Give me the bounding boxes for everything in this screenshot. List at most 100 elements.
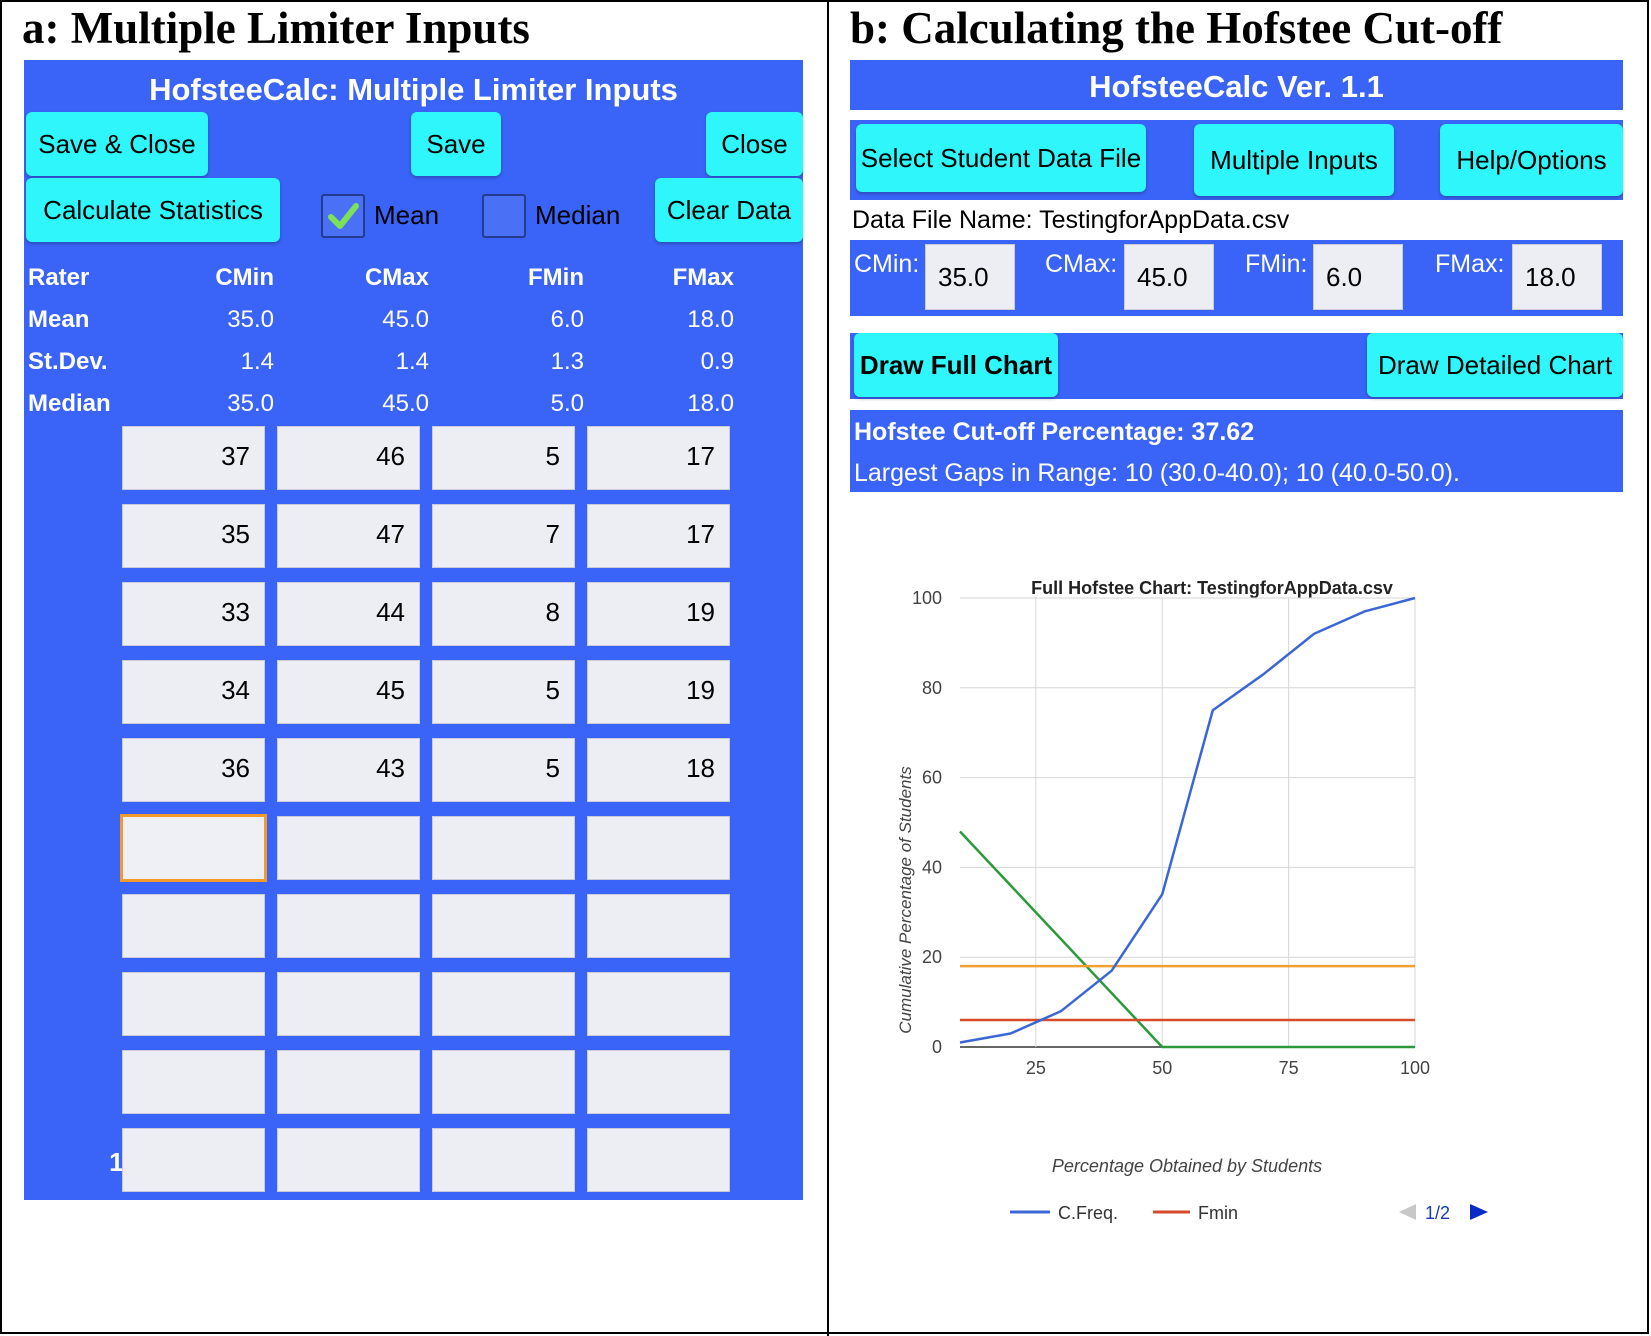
header-fmin: FMin <box>528 264 584 291</box>
fmax-input[interactable]: 19 <box>587 660 730 724</box>
stat-value: 35.0 <box>227 390 274 417</box>
y-axis-label: Cumulative Percentage of Students <box>896 766 915 1034</box>
fmin-input[interactable]: 8 <box>432 582 575 646</box>
fmin-field[interactable]: 6.0 <box>1313 244 1403 310</box>
cmax-input[interactable] <box>277 1128 420 1192</box>
chart-ticks: 0 20 40 60 80 100 25 50 75 100 <box>912 588 1430 1078</box>
draw-full-chart-button[interactable]: Draw Full Chart <box>854 333 1058 397</box>
cmax-input[interactable] <box>277 894 420 958</box>
header-rater: Rater <box>28 264 90 291</box>
draw-detailed-chart-button[interactable]: Draw Detailed Chart <box>1367 333 1623 397</box>
multiple-inputs-button[interactable]: Multiple Inputs <box>1194 124 1394 196</box>
legend-next-icon[interactable] <box>1470 1204 1488 1220</box>
fmin-input[interactable] <box>432 972 575 1036</box>
fmin-input[interactable]: 5 <box>432 426 575 490</box>
cmax-input[interactable] <box>277 1050 420 1114</box>
cmin-input[interactable]: 35 <box>122 504 265 568</box>
cmin-input[interactable] <box>122 972 265 1036</box>
fmax-input[interactable] <box>587 816 730 880</box>
series-line-1 <box>959 596 1416 1044</box>
stat-value: 45.0 <box>382 306 429 333</box>
stat-label: Mean <box>28 306 90 333</box>
cmax-input[interactable] <box>277 972 420 1036</box>
x-tick-label: 75 <box>1279 1058 1299 1078</box>
fmax-input[interactable] <box>587 894 730 958</box>
chart-lines <box>959 596 1416 1049</box>
cmin-input[interactable]: 33 <box>122 582 265 646</box>
calculate-statistics-button[interactable]: Calculate Statistics <box>26 178 280 242</box>
cmin-input[interactable] <box>122 894 265 958</box>
chart-grid <box>960 597 1416 1048</box>
hofstee-chart: Full Hofstee Chart: TestingforAppData.cs… <box>896 578 1488 1223</box>
fmax-field[interactable]: 18.0 <box>1512 244 1602 310</box>
cmin-input[interactable]: 36 <box>122 738 265 802</box>
fmin-input[interactable] <box>432 1050 575 1114</box>
y-tick-label: 40 <box>922 857 942 877</box>
cmin-input[interactable] <box>122 1050 265 1114</box>
fmax-input[interactable]: 18 <box>587 738 730 802</box>
cmin-field[interactable]: 35.0 <box>925 244 1015 310</box>
cmin-label: CMin: <box>854 250 920 278</box>
median-checkbox[interactable] <box>482 194 526 238</box>
select-student-data-file-button[interactable]: Select Student Data File <box>856 124 1146 192</box>
fmax-input[interactable] <box>587 1050 730 1114</box>
fmin-input[interactable]: 5 <box>432 738 575 802</box>
button-bar: Select Student Data File Multiple Inputs… <box>850 120 1623 200</box>
stat-value: 0.9 <box>700 348 734 375</box>
y-tick-label: 20 <box>922 947 942 967</box>
legend-cfreq-label: C.Freq. <box>1058 1203 1118 1223</box>
mean-checkbox[interactable] <box>321 194 365 238</box>
limits-bar: CMin: 35.0 CMax: 45.0 FMin: 6.0 FMax: 18… <box>850 240 1623 316</box>
cmin-input[interactable] <box>122 1128 265 1192</box>
save-close-button[interactable]: Save & Close <box>26 112 208 176</box>
cmax-field[interactable]: 45.0 <box>1124 244 1214 310</box>
cmax-input[interactable]: 46 <box>277 426 420 490</box>
cmax-label: CMax: <box>1045 250 1118 278</box>
app-title: HofsteeCalc Ver. 1.1 <box>1089 69 1384 104</box>
legend-fmin-label: Fmin <box>1198 1203 1238 1223</box>
fmin-input[interactable] <box>432 816 575 880</box>
stat-value: 45.0 <box>382 390 429 417</box>
y-tick-label: 0 <box>932 1037 942 1057</box>
largest-gaps-result: Largest Gaps in Range: 10 (30.0-40.0); 1… <box>854 459 1460 487</box>
clear-data-button[interactable]: Clear Data <box>655 178 803 242</box>
save-button[interactable]: Save <box>411 112 501 176</box>
fmin-input[interactable]: 5 <box>432 660 575 724</box>
fmin-input[interactable] <box>432 1128 575 1192</box>
header-fmax: FMax <box>672 264 734 291</box>
fmax-input[interactable]: 17 <box>587 426 730 490</box>
help-options-button[interactable]: Help/Options <box>1440 124 1623 196</box>
fmax-input[interactable] <box>587 1128 730 1192</box>
panel-a-app: HofsteeCalc: Multiple Limiter Inputs Sav… <box>24 60 803 1200</box>
stat-value: 1.4 <box>395 348 429 375</box>
chart-title: Full Hofstee Chart: TestingforAppData.cs… <box>1031 578 1393 598</box>
fmax-input[interactable]: 19 <box>587 582 730 646</box>
fmin-input[interactable]: 7 <box>432 504 575 568</box>
legend-page-indicator: 1/2 <box>1425 1203 1450 1223</box>
fmin-input[interactable] <box>432 894 575 958</box>
cmin-input[interactable]: 37 <box>122 426 265 490</box>
y-tick-label: 80 <box>922 678 942 698</box>
median-label: Median <box>535 200 621 230</box>
stat-value: 1.3 <box>550 348 584 375</box>
fmax-input[interactable] <box>587 972 730 1036</box>
panel-b-heading: b: Calculating the Hofstee Cut-off <box>850 3 1503 53</box>
series-line-4 <box>959 830 1415 1049</box>
checkmark-icon <box>328 203 359 229</box>
close-button[interactable]: Close <box>706 112 803 176</box>
cmax-input[interactable]: 43 <box>277 738 420 802</box>
stat-value: 5.0 <box>550 390 584 417</box>
stat-value: 35.0 <box>227 306 274 333</box>
cmax-input[interactable]: 47 <box>277 504 420 568</box>
cmax-input[interactable]: 44 <box>277 582 420 646</box>
result-bar: Hofstee Cut-off Percentage: 37.62 Larges… <box>850 410 1623 492</box>
cutoff-result: Hofstee Cut-off Percentage: 37.62 <box>854 418 1255 446</box>
cmin-input[interactable]: 34 <box>122 660 265 724</box>
cmax-input[interactable] <box>277 816 420 880</box>
cmax-input[interactable]: 45 <box>277 660 420 724</box>
cmin-input[interactable] <box>120 814 267 882</box>
stat-value: 1.4 <box>240 348 274 375</box>
legend-prev-icon[interactable] <box>1399 1204 1416 1220</box>
fmax-input[interactable]: 17 <box>587 504 730 568</box>
